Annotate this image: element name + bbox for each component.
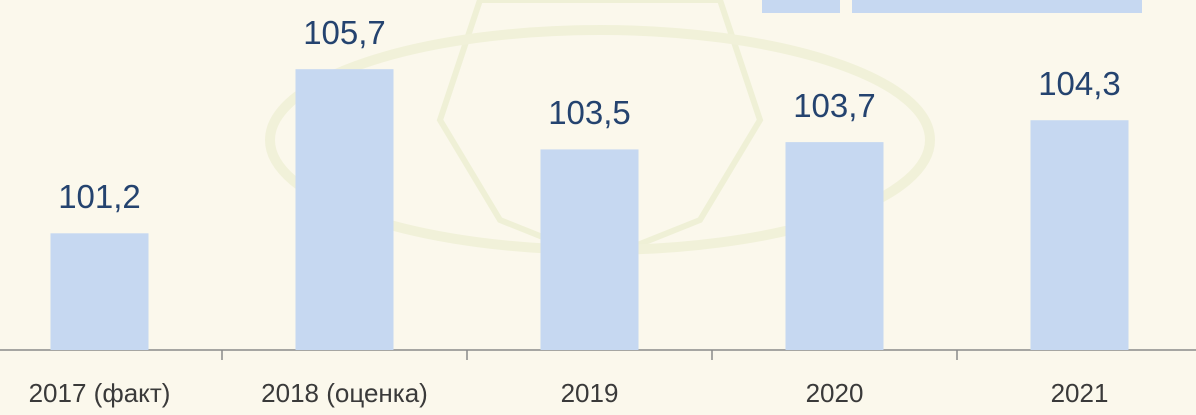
bar [1030, 120, 1129, 350]
bar [540, 149, 639, 350]
data-label: 103,5 [548, 94, 631, 131]
x-tick-label: 2020 [806, 378, 864, 408]
data-label: 103,7 [793, 87, 876, 124]
data-label: 104,3 [1038, 65, 1121, 102]
data-label: 105,7 [303, 14, 386, 51]
x-tick-label: 2018 (оценка) [261, 378, 428, 408]
header-box [852, 0, 1142, 13]
bar [785, 142, 884, 350]
x-tick-label: 2017 (факт) [29, 378, 171, 408]
bar [50, 233, 149, 350]
x-axis-ticks [221, 350, 958, 360]
x-tick-label: 2021 [1051, 378, 1109, 408]
x-tick-label: 2019 [561, 378, 619, 408]
header-box [762, 0, 840, 13]
data-label: 101,2 [58, 178, 141, 215]
bar [295, 69, 394, 351]
